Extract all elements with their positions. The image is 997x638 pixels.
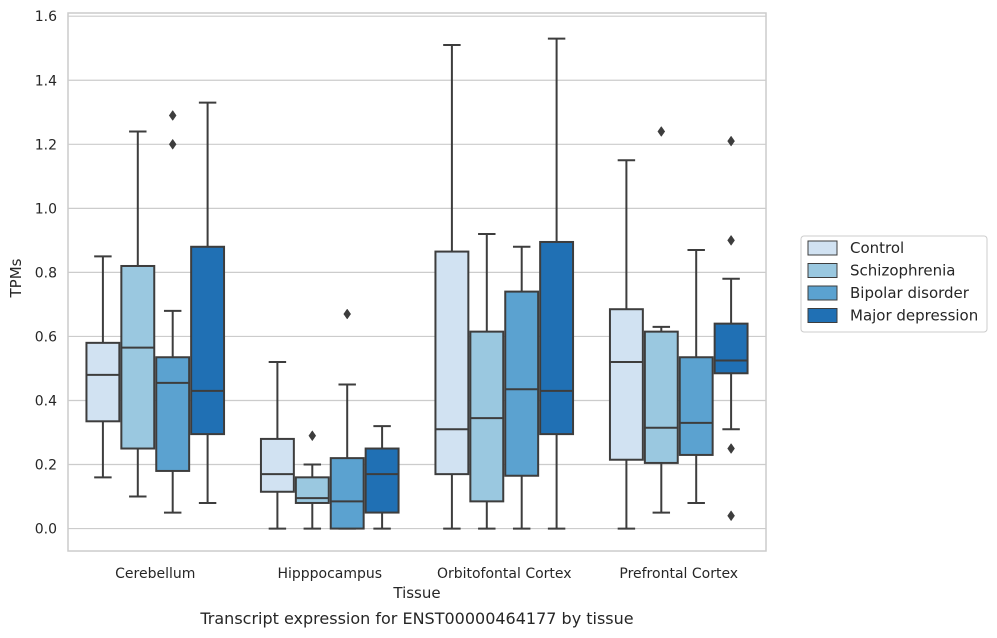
y-tick-label: 0.2 bbox=[35, 458, 57, 474]
y-tick-label: 0.8 bbox=[35, 265, 57, 281]
box-body bbox=[364, 447, 400, 514]
box-bipolar-disorder bbox=[155, 110, 191, 514]
y-tick-label: 1.2 bbox=[35, 137, 57, 153]
legend-item: Control bbox=[807, 239, 904, 257]
outlier-point bbox=[308, 430, 317, 442]
box-major-depression bbox=[190, 101, 226, 504]
legend-swatch bbox=[807, 285, 838, 301]
box-bipolar-disorder bbox=[678, 248, 714, 504]
legend-label: Schizophrenia bbox=[850, 262, 955, 280]
box-bipolar-disorder bbox=[329, 308, 365, 530]
outlier-point bbox=[168, 138, 177, 150]
y-tick-label: 0.4 bbox=[35, 393, 57, 409]
outlier-point bbox=[727, 135, 735, 147]
box-control bbox=[434, 44, 470, 530]
box-schizophrenia bbox=[294, 430, 330, 530]
plot-frame bbox=[67, 12, 767, 552]
x-tick-label: Prefrontal Cortex bbox=[619, 566, 738, 582]
outlier-point bbox=[343, 308, 352, 320]
box-control bbox=[85, 255, 121, 479]
box-body bbox=[120, 264, 156, 450]
box-body bbox=[713, 322, 749, 375]
box-body bbox=[643, 330, 679, 464]
box-body bbox=[608, 308, 644, 461]
box-body bbox=[678, 356, 714, 456]
chart-caption: Transcript expression for ENST0000046417… bbox=[199, 609, 633, 628]
box-body bbox=[434, 250, 470, 476]
box-control bbox=[259, 361, 295, 530]
legend-item: Bipolar disorder bbox=[807, 284, 970, 302]
box-major-depression bbox=[364, 425, 400, 530]
y-axis-ticks: 0.0 0.2 0.4 0.6 0.8 1.0 1.2 1.4 1.6 bbox=[35, 9, 57, 537]
legend-item: Schizophrenia bbox=[807, 262, 955, 280]
outlier-point bbox=[727, 443, 735, 454]
box-major-depression bbox=[713, 135, 749, 522]
x-axis-label: Tissue bbox=[392, 584, 440, 602]
box-body bbox=[85, 341, 121, 423]
box-schizophrenia bbox=[120, 130, 156, 498]
x-tick-label: Hipppocampus bbox=[277, 566, 382, 582]
box-body bbox=[155, 356, 191, 472]
box-schizophrenia bbox=[643, 126, 679, 514]
box-body bbox=[469, 330, 505, 503]
outlier-point bbox=[727, 510, 735, 522]
outlier-point bbox=[657, 126, 666, 137]
legend-label: Control bbox=[850, 239, 904, 257]
outlier-point bbox=[727, 234, 735, 246]
y-tick-label: 1.4 bbox=[35, 73, 57, 89]
y-axis-label: TPMs bbox=[7, 258, 25, 298]
x-tick-label: Orbitofontal Cortex bbox=[437, 566, 572, 582]
box-body bbox=[329, 457, 365, 530]
box-body bbox=[190, 245, 226, 436]
y-tick-label: 0.0 bbox=[35, 522, 57, 538]
boxes bbox=[85, 37, 749, 530]
box-body bbox=[539, 240, 575, 436]
legend-items: Control Schizophrenia Bipolar disorder Majo… bbox=[807, 239, 978, 325]
box-body bbox=[259, 437, 295, 493]
legend-item: Major depression bbox=[807, 307, 978, 325]
box-control bbox=[608, 159, 644, 530]
legend-swatch bbox=[807, 263, 838, 278]
y-tick-label: 1.6 bbox=[35, 9, 57, 25]
y-tick-label: 1.0 bbox=[35, 201, 57, 217]
box-bipolar-disorder bbox=[504, 245, 540, 530]
box-schizophrenia bbox=[469, 232, 505, 530]
legend-swatch bbox=[807, 240, 838, 256]
legend: Control Schizophrenia Bipolar disorder Majo… bbox=[800, 235, 988, 333]
legend-label: Major depression bbox=[850, 307, 978, 325]
box-body bbox=[504, 290, 540, 477]
box-major-depression bbox=[539, 37, 575, 530]
legend-frame bbox=[800, 235, 988, 333]
x-tick-label: Cerebellum bbox=[115, 566, 195, 582]
legend-label: Bipolar disorder bbox=[850, 284, 970, 302]
y-tick-label: 0.6 bbox=[35, 329, 57, 345]
outlier-point bbox=[168, 110, 177, 121]
legend-swatch bbox=[807, 308, 838, 323]
x-axis-ticks: Cerebellum Hipppocampus Orbitofontal Corte… bbox=[115, 566, 738, 582]
